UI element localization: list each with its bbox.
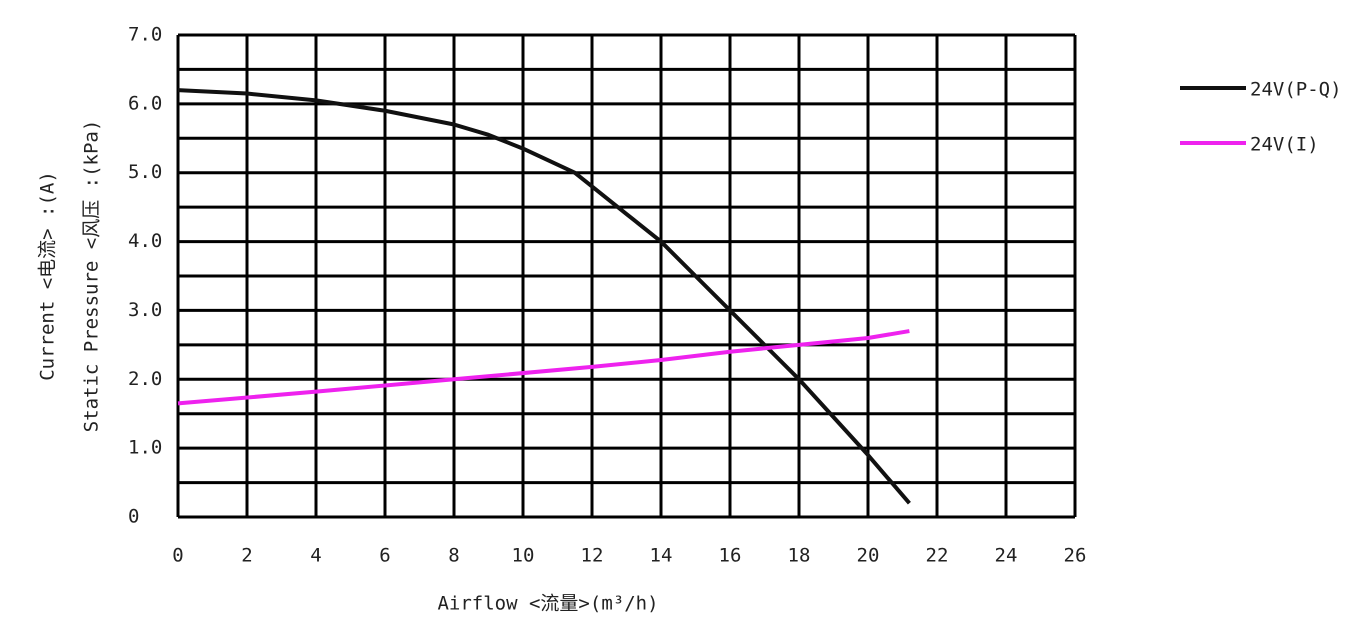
x-tick-label: 6 xyxy=(379,545,390,567)
x-axis-label: Airflow <流量>(m³/h) xyxy=(437,593,658,615)
x-tick-label: 8 xyxy=(448,545,459,567)
x-tick-label: 22 xyxy=(926,545,949,567)
x-tick-label: 2 xyxy=(241,545,252,567)
x-tick-label: 26 xyxy=(1064,545,1087,567)
y-tick-label: 4.0 xyxy=(128,230,162,252)
y-tick-label: 7.0 xyxy=(128,24,162,46)
y-tick-label: 3.0 xyxy=(128,299,162,321)
y-tick-label: 2.0 xyxy=(128,368,162,390)
x-tick-label: 12 xyxy=(581,545,604,567)
series-line xyxy=(177,329,910,406)
y-tick-label: 1.0 xyxy=(128,437,162,459)
series-line xyxy=(177,88,911,505)
legend-label: 24V(I) xyxy=(1250,134,1319,156)
x-tick-label: 16 xyxy=(719,545,742,567)
x-tick-label: 10 xyxy=(512,545,535,567)
x-tick-label: 24 xyxy=(995,545,1018,567)
y-tick-label: 0 xyxy=(128,506,139,528)
x-tick-label: 18 xyxy=(788,545,811,567)
x-tick-label: 0 xyxy=(172,545,183,567)
x-tick-label: 4 xyxy=(310,545,321,567)
x-tick-label: 20 xyxy=(857,545,880,567)
y-tick-label: 5.0 xyxy=(128,161,162,183)
x-tick-label: 14 xyxy=(650,545,673,567)
y-tick-label: 6.0 xyxy=(128,92,162,114)
y-axis-label: Current <电流> :(A) xyxy=(37,171,59,381)
legend-label: 24V(P-Q) xyxy=(1250,79,1342,101)
y-axis-label: Static Pressure <风压 :(kPa) xyxy=(81,120,103,433)
